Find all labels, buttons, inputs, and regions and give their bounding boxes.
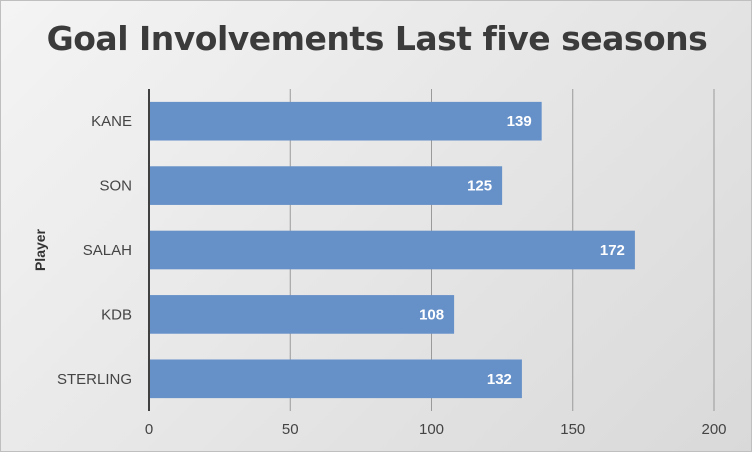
category-label: SON <box>99 178 132 195</box>
x-tick-label: 150 <box>560 421 585 438</box>
category-label: SALAH <box>83 242 132 259</box>
bar <box>149 295 455 334</box>
y-axis-title: Player <box>32 228 48 271</box>
x-tick-label: 100 <box>419 421 444 438</box>
category-labels: KANE SON SALAH KDB STERLING <box>57 113 132 388</box>
data-label: 132 <box>487 371 512 388</box>
category-label: KANE <box>91 113 132 130</box>
x-tick-labels: 0 50 100 150 200 <box>145 421 727 438</box>
data-label: 139 <box>507 113 532 130</box>
category-label: STERLING <box>57 371 132 388</box>
data-label: 125 <box>467 178 492 195</box>
bars <box>149 101 635 399</box>
category-label: KDB <box>101 306 132 323</box>
data-label: 108 <box>419 306 444 323</box>
x-tick-label: 0 <box>145 421 153 438</box>
x-tick-label: 50 <box>282 421 299 438</box>
bar <box>149 230 635 270</box>
bar <box>149 101 542 141</box>
chart-title: Goal Involvements Last five seasons <box>46 19 708 58</box>
data-label: 172 <box>600 242 625 259</box>
data-labels: 139 125 172 108 132 <box>419 113 625 388</box>
bar <box>149 359 522 399</box>
x-tick-label: 200 <box>701 421 726 438</box>
bar <box>149 166 503 205</box>
